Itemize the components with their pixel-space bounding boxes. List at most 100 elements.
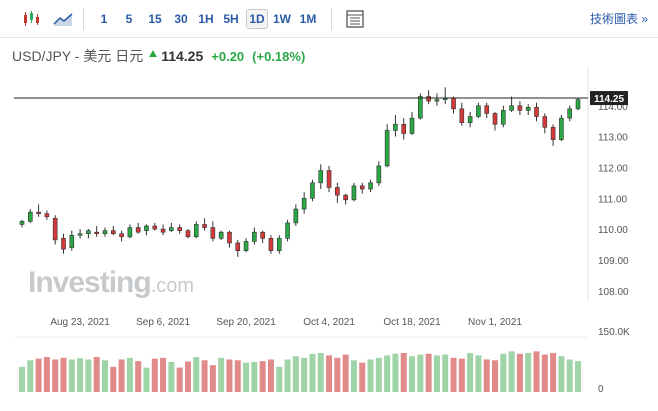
volume-bar [68, 359, 75, 392]
candle-body [94, 231, 99, 235]
interval-5h-button[interactable]: 5H [223, 12, 239, 26]
x-tick-label: Sep 6, 2021 [136, 317, 190, 328]
interval-30-button[interactable]: 30 [174, 12, 188, 26]
volume-bar [541, 354, 548, 392]
interval-1-button[interactable]: 1 [100, 12, 108, 26]
interval-15-button[interactable]: 15 [148, 12, 162, 26]
volume-bar [193, 357, 200, 392]
candle-body [451, 97, 456, 110]
volume-bar [243, 362, 250, 392]
volume-bar [43, 357, 50, 392]
volume-bar [135, 361, 142, 392]
volume-bar [467, 352, 474, 392]
candlestick-chart-icon[interactable] [20, 9, 42, 29]
candle-body [326, 170, 332, 188]
volume-bar [77, 358, 84, 392]
volume-bar [267, 359, 274, 392]
candle-body [260, 231, 265, 239]
volume-bar [93, 357, 100, 392]
volume-bar [85, 359, 92, 392]
y-tick-label: 108.00 [598, 287, 629, 298]
candle-body [492, 113, 498, 125]
volume-bar [566, 359, 573, 392]
candle-body [567, 108, 573, 119]
instrument-header: USD/JPY - 美元 日元 114.25 +0.20 (+0.18%) [12, 46, 305, 66]
candle-body [384, 130, 390, 167]
volume-bar [160, 357, 167, 392]
volume-bar [226, 359, 233, 392]
candle-body [459, 108, 465, 124]
volume-bar [450, 357, 457, 392]
volume-bar [359, 362, 366, 392]
interval-1m-button[interactable]: 1M [299, 12, 317, 26]
volume-bar [52, 359, 59, 392]
candle-body [409, 117, 415, 134]
volume-bar [27, 360, 34, 392]
volume-tick-label: 0 [598, 384, 604, 395]
candle-body [293, 208, 299, 224]
candle-body [517, 105, 523, 111]
area-chart-icon[interactable] [52, 9, 74, 29]
candle-body [310, 182, 315, 199]
candle-body [276, 238, 282, 251]
candle-body [318, 170, 324, 184]
candle-body [285, 222, 290, 239]
candle-body [218, 231, 224, 239]
volume-bar [350, 360, 357, 392]
volume-bar [525, 352, 532, 392]
interval-1w-button[interactable]: 1W [273, 12, 291, 26]
candle-body [434, 99, 440, 102]
candle-body [36, 211, 41, 214]
volume-bar [251, 361, 258, 392]
instrument-name: USD/JPY - 美元 日元 [12, 48, 144, 64]
volume-bar [201, 360, 208, 392]
area-icon-graphic [53, 13, 73, 26]
volume-bar [259, 361, 266, 392]
volume-bar [342, 354, 349, 392]
candle-body [135, 227, 141, 233]
candle-body [525, 106, 531, 111]
volume-bar [550, 352, 557, 392]
candle-body [177, 227, 182, 231]
candle-body [227, 231, 232, 244]
x-tick-label: Aug 23, 2021 [50, 317, 110, 328]
current-price-label: 114.25 [594, 94, 624, 105]
volume-bar [417, 354, 424, 392]
last-price: 114.25 [161, 48, 204, 64]
candle-body [86, 230, 91, 235]
volume-bar [168, 361, 175, 392]
table-view-icon[interactable] [344, 9, 366, 29]
volume-bar [209, 365, 216, 392]
y-tick-label: 110.00 [598, 225, 628, 236]
toolbar: 1 5 15 30 1H 5H 1D 1W 1M 技術圖表 » [0, 0, 658, 38]
volume-bar [19, 366, 25, 392]
candle-body [69, 234, 75, 248]
logo-suffix: .com [150, 275, 195, 297]
volume-bar [558, 356, 565, 392]
x-tick-label: Sep 20, 2021 [216, 317, 276, 328]
interval-5-button[interactable]: 5 [125, 12, 133, 26]
volume-bar [284, 359, 291, 392]
volume-bar [500, 353, 507, 392]
volume-bar [126, 357, 133, 392]
volume-bar [516, 353, 523, 392]
volume-bar [151, 358, 158, 392]
candle-body [102, 230, 108, 235]
interval-1h-button[interactable]: 1H [198, 12, 214, 26]
candle-body [202, 224, 207, 228]
candle-body [509, 105, 514, 111]
volume-bar [508, 351, 515, 392]
volume-bar [110, 366, 117, 392]
candle-body [301, 197, 307, 210]
x-tick-label: Oct 4, 2021 [303, 317, 355, 328]
candle-body [185, 230, 191, 238]
volume-bar [533, 351, 540, 392]
interval-1d-button[interactable]: 1D [246, 9, 268, 29]
logo-main: Investing [28, 266, 152, 299]
volume-bar [326, 355, 333, 392]
current-price-label-bg [590, 91, 628, 106]
price-change: +0.20 [211, 49, 245, 64]
technical-chart-link[interactable]: 技術圖表 » [589, 12, 648, 26]
candle-body [268, 238, 274, 251]
